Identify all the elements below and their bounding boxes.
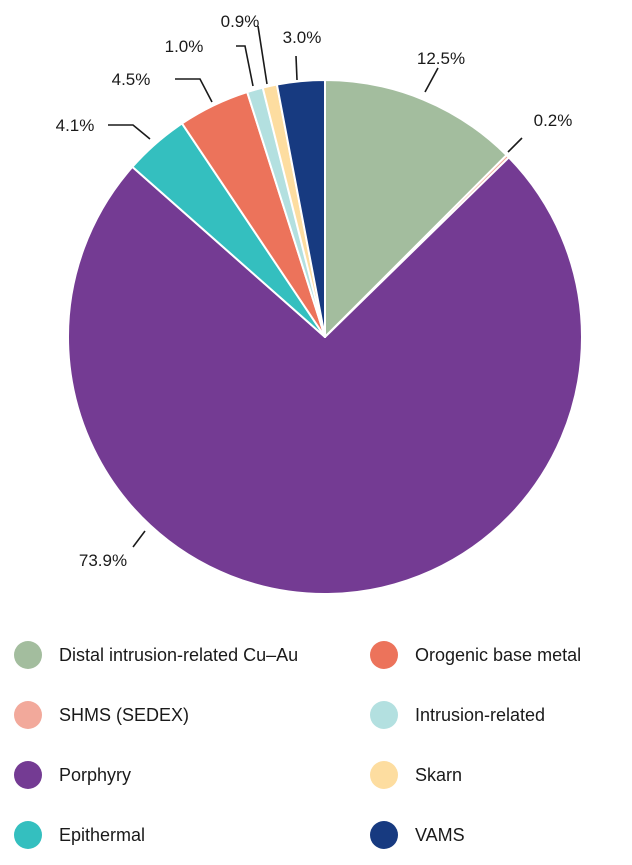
leader-line	[108, 124, 151, 140]
legend-swatch	[370, 701, 398, 729]
leader-line	[295, 55, 298, 81]
legend-item: Intrusion-related	[370, 700, 545, 730]
legend-swatch	[370, 641, 398, 669]
legend-label: Distal intrusion-related Cu–Au	[59, 644, 299, 665]
legend-swatch	[370, 821, 398, 849]
leader-line	[175, 78, 213, 103]
data-label: 1.0%	[165, 37, 204, 56]
legend-item: VAMS	[370, 820, 465, 850]
legend-item: Skarn	[370, 760, 462, 790]
data-label: 0.9%	[221, 12, 260, 31]
legend-label: Skarn	[415, 764, 463, 785]
legend-swatch	[14, 761, 42, 789]
leader-line	[507, 137, 523, 153]
legend-label: VAMS	[415, 824, 465, 845]
leader-line	[236, 45, 254, 87]
data-label: 73.9%	[79, 551, 127, 570]
legend-label: Epithermal	[59, 824, 146, 845]
data-label: 4.5%	[112, 70, 151, 89]
legend-swatch	[14, 821, 42, 849]
legend-item: Orogenic base metal	[370, 640, 581, 670]
pie-slice-porphyry	[67, 156, 584, 595]
legend-swatch	[14, 641, 42, 669]
data-label: 4.1%	[56, 116, 95, 135]
legend-item: SHMS (SEDEX)	[14, 700, 189, 730]
legend-item: Distal intrusion-related Cu–Au	[14, 640, 298, 670]
legend-label: Orogenic base metal	[415, 644, 582, 665]
leader-line	[257, 25, 268, 85]
legend-item: Epithermal	[14, 820, 145, 850]
legend-swatch	[14, 701, 42, 729]
data-label: 3.0%	[283, 28, 322, 47]
data-label: 12.5%	[417, 49, 465, 68]
leader-line	[132, 530, 146, 548]
legend-swatch	[370, 761, 398, 789]
data-label: 0.2%	[534, 111, 573, 130]
pie-chart: 12.5% 0.2% 73.9% 4.1% 4.5% 1.0% 0.9% 3.0%	[56, 12, 584, 595]
legend-label: Porphyry	[59, 764, 132, 785]
leader-line	[424, 67, 439, 93]
legend-label: SHMS (SEDEX)	[59, 704, 190, 725]
pie-slice-distal-intrusion-related-cu-au	[324, 79, 508, 338]
legend-item: Porphyry	[14, 760, 131, 790]
legend-label: Intrusion-related	[415, 704, 546, 725]
pie-slice-vams	[275, 79, 326, 338]
